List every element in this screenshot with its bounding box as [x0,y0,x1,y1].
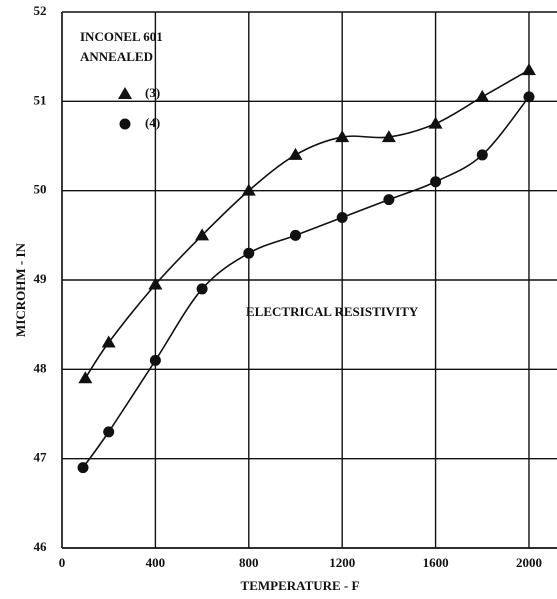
legend-label: (3) [145,85,160,100]
marker [243,247,255,259]
marker [428,116,443,129]
marker [149,354,161,366]
marker [523,91,535,103]
x-tick-label: 2000 [516,555,542,570]
marker [196,283,208,295]
chart-title: INCONEL 601 [80,29,163,44]
y-tick-label: 46 [34,539,48,554]
x-tick-label: 400 [146,555,166,570]
marker [101,335,116,348]
marker [335,130,350,143]
marker [521,63,536,76]
y-tick-label: 52 [34,3,47,18]
y-tick-label: 50 [34,182,47,197]
marker [430,176,442,188]
y-tick-label: 48 [34,360,48,375]
marker [289,229,301,241]
marker [103,426,115,438]
marker [383,194,395,206]
y-axis-label: MICROHM - IN [13,242,28,336]
y-tick-label: 49 [34,271,48,286]
x-tick-label: 0 [59,555,66,570]
marker [288,147,303,160]
marker [78,371,93,384]
x-tick-label: 1600 [423,555,449,570]
legend-label: (4) [145,115,160,130]
marker [476,149,488,161]
x-tick-label: 800 [239,555,259,570]
chart-subtitle: ANNEALED [80,49,153,64]
curve [82,96,530,469]
marker [195,228,210,241]
marker [118,87,132,99]
marker [336,211,348,223]
marker [381,130,396,143]
x-axis-label: TEMPERATURE - F [241,578,360,593]
x-tick-label: 1200 [329,555,355,570]
marker [119,118,131,130]
marker [148,277,163,290]
y-tick-label: 51 [34,92,47,107]
marker [241,183,256,196]
annotation: ELECTRICAL RESISTIVITY [246,304,419,319]
marker [77,462,89,474]
y-tick-label: 47 [34,450,48,465]
marker [475,89,490,102]
